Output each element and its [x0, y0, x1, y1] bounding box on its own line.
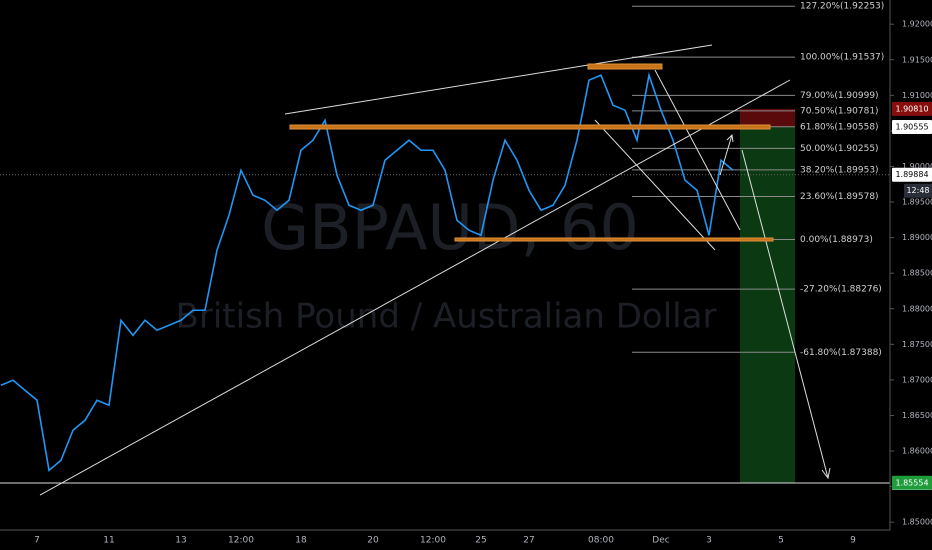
price-axis — [890, 0, 932, 550]
fib-label: -27.20%(1.88276) — [800, 285, 882, 295]
trendline — [594, 119, 716, 251]
x-tick-label: 3 — [706, 536, 712, 546]
trendline — [39, 79, 791, 496]
y-tick-label: 1.92000 — [902, 20, 932, 29]
y-tick-label: 1.88500 — [902, 269, 932, 278]
x-tick-label: 9 — [850, 536, 856, 546]
x-tick-label: 18 — [295, 536, 307, 546]
drawings — [39, 44, 831, 496]
y-tick-label: 1.87000 — [902, 375, 932, 384]
price-line-series — [0, 72, 734, 472]
x-tick-label: 25 — [475, 536, 486, 546]
x-tick-label: 5 — [778, 536, 784, 546]
watermark: GBPAUD, 60 — [261, 191, 639, 264]
y-tick-label: 1.87500 — [902, 340, 932, 349]
x-tick-label: 12:00 — [228, 536, 254, 546]
x-tick-label: Dec — [652, 536, 669, 546]
arrow — [741, 149, 829, 479]
fib-label: 23.60%(1.89578) — [800, 192, 879, 202]
y-tick-label: 1.86000 — [902, 447, 932, 456]
x-tick-label: 7 — [34, 536, 40, 546]
x-tick-label: 11 — [103, 536, 114, 546]
watermark-subtitle: British Pound / Australian Dollar — [176, 297, 717, 337]
target-zone — [740, 126, 795, 484]
y-tick-label: 1.91000 — [902, 91, 932, 100]
price-tag — [892, 119, 932, 134]
price-tag-label: 1.89884 — [895, 170, 928, 179]
price-tag-label: 1.90810 — [895, 104, 928, 113]
y-tick-label: 1.89000 — [902, 233, 932, 242]
y-tick-label: 1.89500 — [902, 198, 932, 207]
x-tick-label: 13 — [175, 536, 186, 546]
fib-label: 79.00%(1.90999) — [800, 91, 879, 101]
x-tick-label: 27 — [523, 536, 534, 546]
arrow-head — [726, 133, 734, 143]
price-tag — [892, 475, 932, 490]
fib-label: 0.00%(1.88973) — [800, 235, 873, 245]
stop-zone — [740, 108, 795, 127]
x-tick-label: 20 — [367, 536, 379, 546]
arrow — [719, 134, 733, 176]
fib-label: 50.00%(1.90255) — [800, 144, 879, 154]
x-tick-label: 12:00 — [420, 536, 446, 546]
fib-label: 70.50%(1.90781) — [800, 106, 879, 116]
fib-label: -61.80%(1.87388) — [800, 348, 882, 358]
fib-label: 38.20%(1.89953) — [800, 165, 879, 175]
fib-label: 100.00%(1.91537) — [800, 53, 884, 63]
price-tag-label: 1.85554 — [895, 478, 928, 487]
resistance-zone — [289, 124, 771, 130]
price-tag — [892, 101, 932, 116]
y-tick-label: 1.91500 — [902, 55, 932, 64]
support-zone — [454, 237, 774, 242]
y-tick-label: 1.86500 — [902, 411, 932, 420]
trendline — [654, 69, 741, 231]
arrow-head — [821, 467, 831, 480]
y-tick-label: 1.90000 — [902, 162, 932, 171]
price-tag-label: 1.90555 — [895, 122, 928, 131]
top-zone — [587, 63, 663, 70]
countdown: 12:48 — [906, 186, 929, 195]
trendline — [284, 44, 713, 115]
fib-label: 127.20%(1.92253) — [800, 2, 884, 12]
countdown-tag — [904, 183, 932, 198]
x-tick-label: 08:00 — [588, 536, 614, 546]
price-tag — [892, 167, 932, 182]
y-tick-label: 1.88000 — [902, 304, 932, 313]
y-tick-label: 1.85000 — [902, 518, 932, 527]
fib-label: 61.80%(1.90558) — [800, 122, 879, 132]
